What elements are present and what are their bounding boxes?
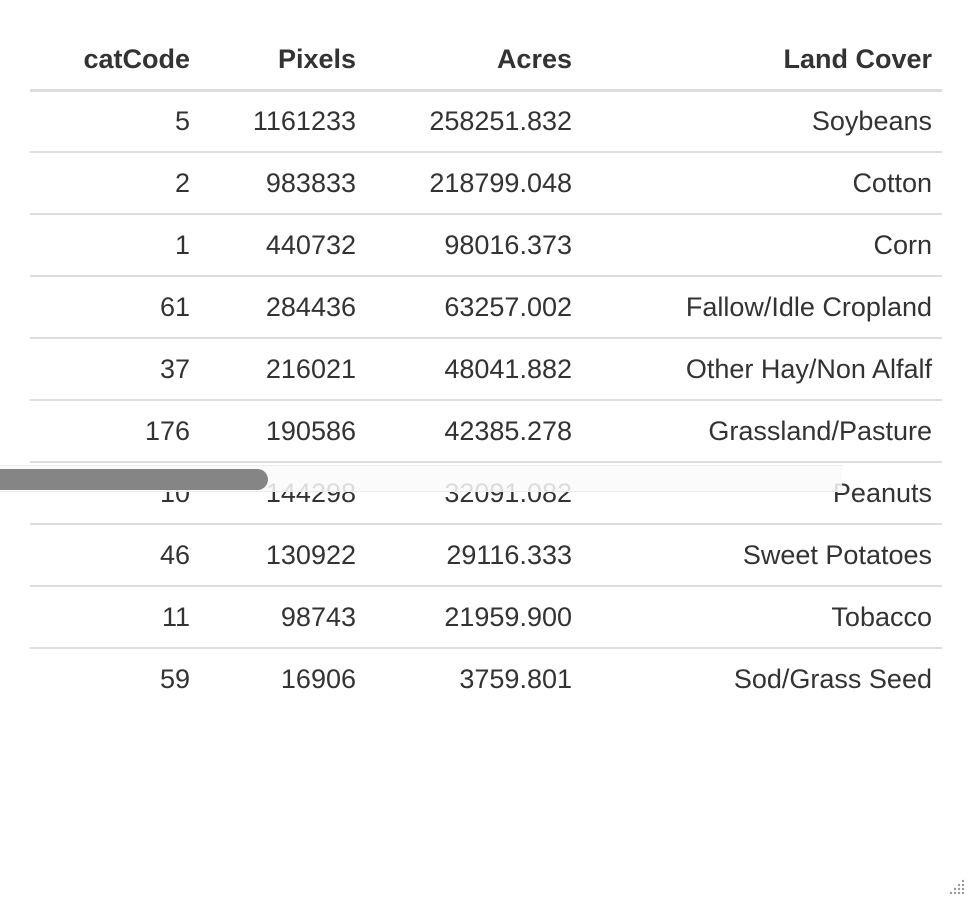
table-row: 37 216021 48041.882 Other Hay/Non Alfalf	[30, 338, 942, 401]
cell-land-cover: Sweet Potatoes	[582, 524, 942, 587]
cell-pixels: 983833	[200, 152, 366, 215]
cell-catcode: 37	[30, 338, 200, 401]
land-cover-table: catCode Pixels Acres Land Cover 5 116123…	[30, 30, 942, 710]
table-row: 5 1161233 258251.832 Soybeans	[30, 90, 942, 153]
cell-catcode: 5	[30, 90, 200, 153]
cell-acres: 218799.048	[366, 152, 582, 215]
cell-catcode: 2	[30, 152, 200, 215]
cell-land-cover: Soybeans	[582, 90, 942, 153]
cell-pixels: 216021	[200, 338, 366, 401]
cell-land-cover: Fallow/Idle Cropland	[582, 276, 942, 339]
table-row: 61 284436 63257.002 Fallow/Idle Cropland	[30, 276, 942, 339]
cell-acres: 98016.373	[366, 214, 582, 277]
column-header-acres[interactable]: Acres	[366, 30, 582, 92]
cell-pixels: 98743	[200, 586, 366, 649]
column-header-pixels[interactable]: Pixels	[200, 30, 366, 92]
cell-catcode: 176	[30, 400, 200, 463]
cell-acres: 63257.002	[366, 276, 582, 339]
cell-pixels: 190586	[200, 400, 366, 463]
table-row: 10 144298 32091.082 Peanuts	[30, 462, 942, 525]
cell-land-cover: Sod/Grass Seed	[733, 664, 932, 694]
cell-pixels: 1161233	[200, 90, 366, 153]
cell-pixels: 130922	[200, 524, 366, 587]
cell-acres: 29116.333	[366, 524, 582, 587]
cell-land-cover: Tobacco	[582, 586, 942, 649]
cell-pixels: 284436	[200, 276, 366, 339]
cell-catcode: 46	[30, 524, 200, 587]
table-row: 59 16906 3759.801 Sod/Grass Seed	[30, 648, 942, 710]
cell-pixels: 440732	[200, 214, 366, 277]
table-row: 2 983833 218799.048 Cotton	[30, 152, 942, 215]
resize-grip-icon[interactable]	[942, 872, 966, 896]
table-row: 46 130922 29116.333 Sweet Potatoes	[30, 524, 942, 587]
cell-land-cover: Other Hay/Non Alfalf	[582, 338, 942, 401]
column-header-land-cover[interactable]: Land Cover	[582, 30, 942, 92]
cell-acres: 48041.882	[366, 338, 582, 401]
cell-land-cover: Cotton	[582, 152, 942, 215]
cell-acres: 21959.900	[366, 586, 582, 649]
cell-acres: 3759.801	[459, 664, 572, 694]
horizontal-scrollbar-thumb[interactable]	[0, 469, 268, 490]
cell-catcode: 61	[30, 276, 200, 339]
table-row: 11 98743 21959.900 Tobacco	[30, 586, 942, 649]
cell-land-cover: Grassland/Pasture	[582, 400, 942, 463]
header-row: catCode Pixels Acres Land Cover	[30, 30, 942, 92]
horizontal-scrollbar[interactable]	[0, 465, 842, 492]
table-row: 1 440732 98016.373 Corn	[30, 214, 942, 277]
cell-catcode: 11	[30, 586, 200, 649]
cell-catcode: 1	[30, 214, 200, 277]
cell-catcode: 59	[159, 664, 190, 694]
cell-pixels: 16906	[280, 664, 356, 694]
cell-land-cover: Corn	[582, 214, 942, 277]
cell-acres: 258251.832	[366, 90, 582, 153]
table-row: 176 190586 42385.278 Grassland/Pasture	[30, 400, 942, 463]
cell-acres: 42385.278	[366, 400, 582, 463]
column-header-catcode[interactable]: catCode	[30, 30, 200, 92]
